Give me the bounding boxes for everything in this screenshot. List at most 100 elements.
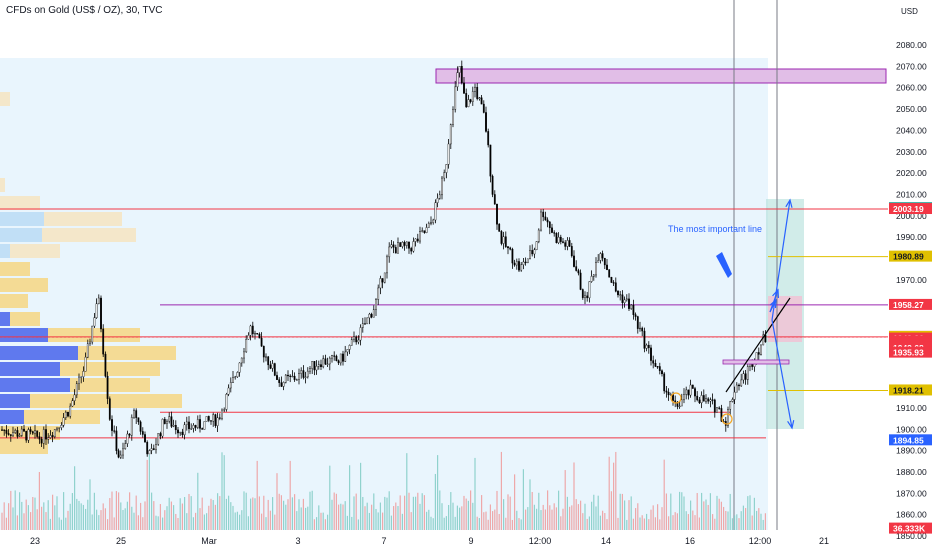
candle-body [515, 261, 518, 266]
volume-bar [489, 504, 491, 530]
arrow-head [772, 288, 780, 299]
volume-bar [505, 517, 507, 530]
purple-marker [722, 359, 790, 365]
candle-body [592, 274, 595, 277]
volume-bar [450, 492, 452, 530]
volume-bar [593, 494, 595, 530]
candle-body [320, 364, 322, 368]
candle-body [95, 303, 98, 318]
volume-bar [342, 504, 344, 530]
volume-bar [492, 511, 494, 530]
candle-body [27, 429, 30, 441]
candle-body [295, 379, 298, 381]
volume-bar [41, 506, 43, 530]
candle-body [67, 411, 69, 417]
candle-body [432, 219, 435, 223]
candle-body [122, 448, 124, 456]
candle-body [588, 281, 591, 299]
volume-bar [250, 498, 252, 530]
candle-body [315, 366, 318, 371]
volume-bar [615, 451, 617, 530]
volume-bar [751, 515, 753, 530]
volume-bar [452, 502, 454, 530]
volume-bar [49, 518, 51, 530]
candle-body [608, 269, 611, 278]
candle-body [487, 131, 490, 146]
volume-bar [368, 512, 370, 530]
volume-bars [1, 451, 766, 530]
volume-bar [91, 514, 93, 530]
candle-body [645, 344, 648, 349]
volume-bar [74, 466, 76, 530]
volume-bar [558, 490, 560, 530]
volume-bar [663, 459, 665, 530]
volume-bar [236, 511, 238, 530]
volume-bar [661, 507, 663, 530]
y-tick-label: 1870.00 [896, 488, 927, 498]
volume-bar [155, 515, 157, 530]
candle-body [258, 333, 261, 339]
candle-body [194, 425, 197, 428]
candle-body [335, 355, 338, 361]
candle-body [678, 405, 681, 408]
volume-bar [428, 509, 430, 530]
candle-body [218, 417, 221, 419]
volume-bar [551, 509, 553, 530]
candle-body [729, 401, 732, 410]
volume-bar [386, 497, 388, 530]
volume-bar [148, 454, 150, 530]
candle-body [610, 276, 613, 283]
candle-body [322, 358, 325, 368]
volume-bar [256, 460, 258, 530]
candle-body [480, 97, 483, 105]
candle-body [207, 416, 210, 421]
volume-bar [668, 516, 670, 530]
candle-body [188, 421, 190, 430]
volume-bar [632, 518, 634, 530]
candle-body [284, 374, 287, 383]
candle-body [106, 376, 109, 399]
volume-bar [5, 517, 7, 530]
candle-body [203, 421, 206, 430]
candle-body [150, 448, 153, 451]
candle-body [155, 444, 157, 450]
candle-body [130, 417, 133, 436]
candle-body [317, 364, 320, 367]
volume-bar [417, 492, 419, 530]
volume-bar [494, 509, 496, 530]
volume-bar [263, 495, 265, 530]
volume-bar [762, 519, 764, 530]
volume-bar [498, 513, 500, 530]
candle-body [661, 370, 663, 375]
candle-body [529, 250, 531, 260]
y-tick-label: 2060.00 [896, 83, 927, 93]
profile-bar [0, 362, 60, 376]
candle-body [559, 236, 562, 242]
volume-bar [379, 502, 381, 530]
volume-bar [241, 510, 243, 530]
volume-bar [329, 465, 331, 530]
candle-body [674, 400, 677, 403]
volume-bar [302, 498, 304, 530]
candle-body [504, 236, 507, 247]
candle-body [14, 430, 17, 434]
volume-bar [749, 495, 751, 530]
candle-body [568, 240, 571, 247]
volume-bar [430, 516, 432, 530]
volume-bar [509, 496, 511, 530]
volume-bar [419, 503, 421, 530]
candle-body [632, 304, 635, 315]
volume-bar [192, 517, 194, 530]
volume-bar [107, 519, 109, 530]
price-badge [889, 298, 932, 310]
candle-body [641, 327, 644, 332]
candle-body [672, 394, 674, 401]
candle-body [667, 391, 670, 396]
candle-body [267, 356, 270, 366]
x-tick-label: Mar [201, 536, 217, 546]
annotation-pointer [716, 252, 732, 278]
volume-bar [564, 470, 566, 530]
volume-bar [265, 517, 267, 530]
volume-bar [641, 515, 643, 530]
